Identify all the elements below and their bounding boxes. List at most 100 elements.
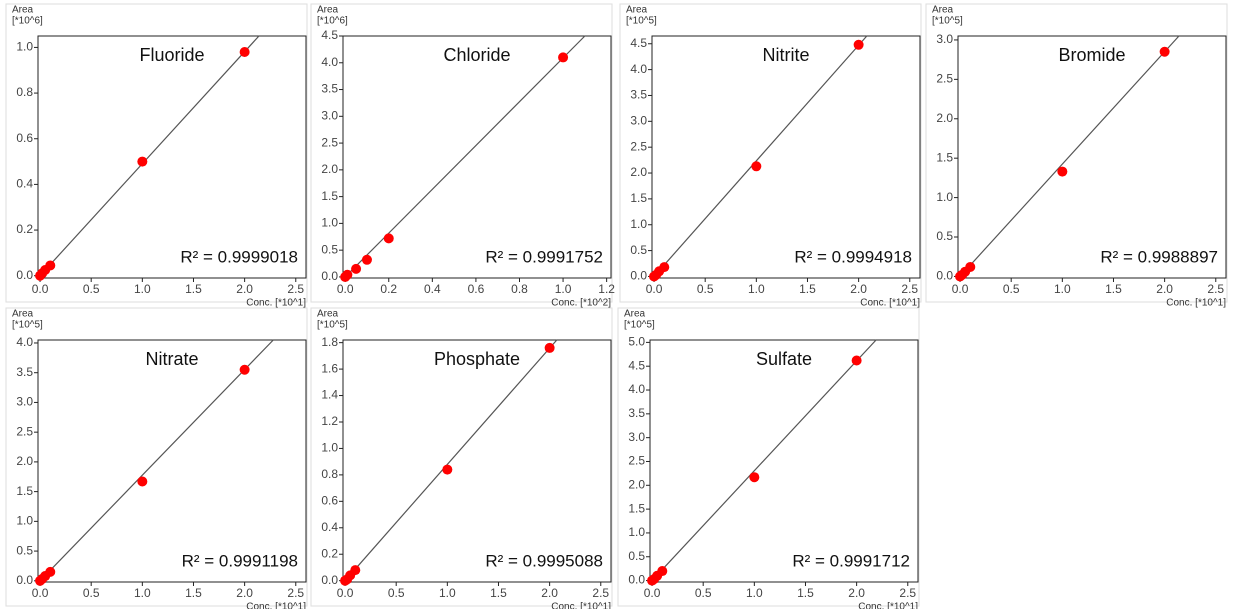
panel-border — [310, 3, 613, 303]
data-point — [544, 342, 555, 353]
x-tick-label: 1.0 — [746, 586, 763, 600]
y-tick-label: 0.4 — [321, 520, 338, 534]
x-tick-label: 2.5 — [901, 282, 918, 296]
y-tick-label: 4.0 — [630, 62, 647, 76]
y-tick-label: 2.0 — [628, 477, 645, 491]
chart-title: Bromide — [1058, 45, 1125, 65]
x-axis-label: Conc. [*10^1] — [551, 602, 611, 609]
x-tick-label: 0.0 — [952, 282, 969, 296]
y-tick-label: 1.2 — [321, 414, 338, 428]
y-tick-label: 4.5 — [321, 28, 338, 42]
x-tick-label: 2.0 — [1156, 282, 1173, 296]
y-tick-label: 1.5 — [630, 191, 647, 205]
x-tick-label: 0.2 — [380, 282, 397, 296]
y-axis-unit: [*10^5] — [12, 320, 43, 331]
y-axis-unit: [*10^5] — [932, 16, 963, 27]
y-axis-label: Area — [932, 5, 954, 16]
x-tick-label: 2.0 — [850, 282, 867, 296]
y-tick-label: 2.0 — [16, 454, 33, 468]
fit-line — [344, 339, 558, 582]
x-axis-label: Conc. [*10^1] — [246, 602, 306, 609]
y-tick-label: 3.0 — [936, 32, 953, 46]
panel-border — [310, 307, 613, 607]
y-tick-label: 2.0 — [936, 111, 953, 125]
y-tick-label: 0.4 — [16, 177, 33, 191]
y-tick-label: 1.0 — [630, 217, 647, 231]
panel-border — [5, 307, 308, 607]
panel-border — [925, 3, 1228, 303]
data-point — [239, 46, 250, 57]
data-point — [442, 464, 453, 475]
x-tick-label: 1.5 — [1105, 282, 1122, 296]
y-axis-unit: [*10^5] — [626, 16, 657, 27]
y-tick-label: 2.0 — [321, 162, 338, 176]
y-tick-label: 0.0 — [321, 269, 338, 283]
y-tick-label: 1.5 — [628, 501, 645, 515]
y-tick-label: 4.5 — [628, 358, 645, 372]
y-tick-label: 1.0 — [628, 525, 645, 539]
y-tick-label: 1.8 — [321, 335, 338, 349]
data-point — [342, 269, 353, 280]
y-tick-label: 0.5 — [321, 242, 338, 256]
chart-title: Chloride — [443, 45, 510, 65]
y-tick-label: 2.5 — [630, 139, 647, 153]
chart-title: Sulfate — [756, 349, 812, 369]
x-tick-label: 1.5 — [490, 586, 507, 600]
y-tick-label: 3.0 — [628, 430, 645, 444]
y-tick-label: 5.0 — [628, 335, 645, 349]
x-tick-label: 2.5 — [592, 586, 609, 600]
plot-frame — [37, 35, 307, 279]
x-tick-label: 2.5 — [287, 586, 304, 600]
x-tick-label: 0.8 — [511, 282, 528, 296]
x-tick-label: 1.0 — [439, 586, 456, 600]
data-point — [853, 39, 864, 50]
data-point — [383, 233, 394, 244]
y-tick-label: 3.5 — [630, 88, 647, 102]
y-tick-label: 1.0 — [321, 216, 338, 230]
panel-border — [617, 307, 920, 607]
chart-title: Nitrite — [762, 45, 809, 65]
plot-frame — [342, 35, 612, 279]
y-tick-label: 1.4 — [321, 388, 338, 402]
y-axis-label: Area — [12, 309, 34, 320]
r-squared: R² = 0.9991198 — [182, 551, 298, 570]
x-tick-label: 0.0 — [32, 586, 49, 600]
y-tick-label: 2.5 — [936, 72, 953, 86]
x-tick-label: 2.0 — [848, 586, 865, 600]
panel-border — [619, 3, 922, 303]
y-tick-label: 0.0 — [16, 268, 33, 282]
x-tick-label: 2.0 — [236, 586, 253, 600]
data-point — [659, 262, 670, 273]
y-axis-unit: [*10^6] — [12, 16, 43, 27]
x-tick-label: 0.5 — [388, 586, 405, 600]
y-axis-label: Area — [626, 5, 648, 16]
y-tick-label: 0.0 — [321, 573, 338, 587]
y-tick-label: 3.5 — [16, 365, 33, 379]
data-point — [657, 566, 668, 577]
plot-frame — [37, 339, 307, 583]
x-tick-label: 2.5 — [287, 282, 304, 296]
y-tick-label: 4.0 — [16, 335, 33, 349]
data-point — [137, 476, 148, 487]
fit-line — [959, 35, 1180, 277]
y-tick-label: 0.5 — [630, 243, 647, 257]
y-tick-label: 2.0 — [630, 165, 647, 179]
plot-frame — [342, 339, 612, 583]
data-point — [749, 472, 760, 483]
y-tick-label: 0.0 — [628, 573, 645, 587]
y-tick-label: 1.0 — [321, 441, 338, 455]
y-tick-label: 3.0 — [321, 108, 338, 122]
x-axis-label: Conc. [*10^1] — [858, 602, 918, 609]
y-tick-label: 4.0 — [628, 382, 645, 396]
x-tick-label: 1.5 — [185, 586, 202, 600]
x-tick-label: 0.5 — [1003, 282, 1020, 296]
r-squared: R² = 0.9995088 — [485, 551, 603, 570]
panel-border — [5, 3, 308, 303]
y-tick-label: 0.8 — [16, 85, 33, 99]
fit-line — [651, 339, 877, 581]
y-tick-label: 1.0 — [16, 514, 33, 528]
y-tick-label: 0.0 — [16, 573, 33, 587]
data-point — [965, 261, 976, 272]
data-point — [45, 260, 56, 271]
data-point — [1057, 166, 1068, 177]
